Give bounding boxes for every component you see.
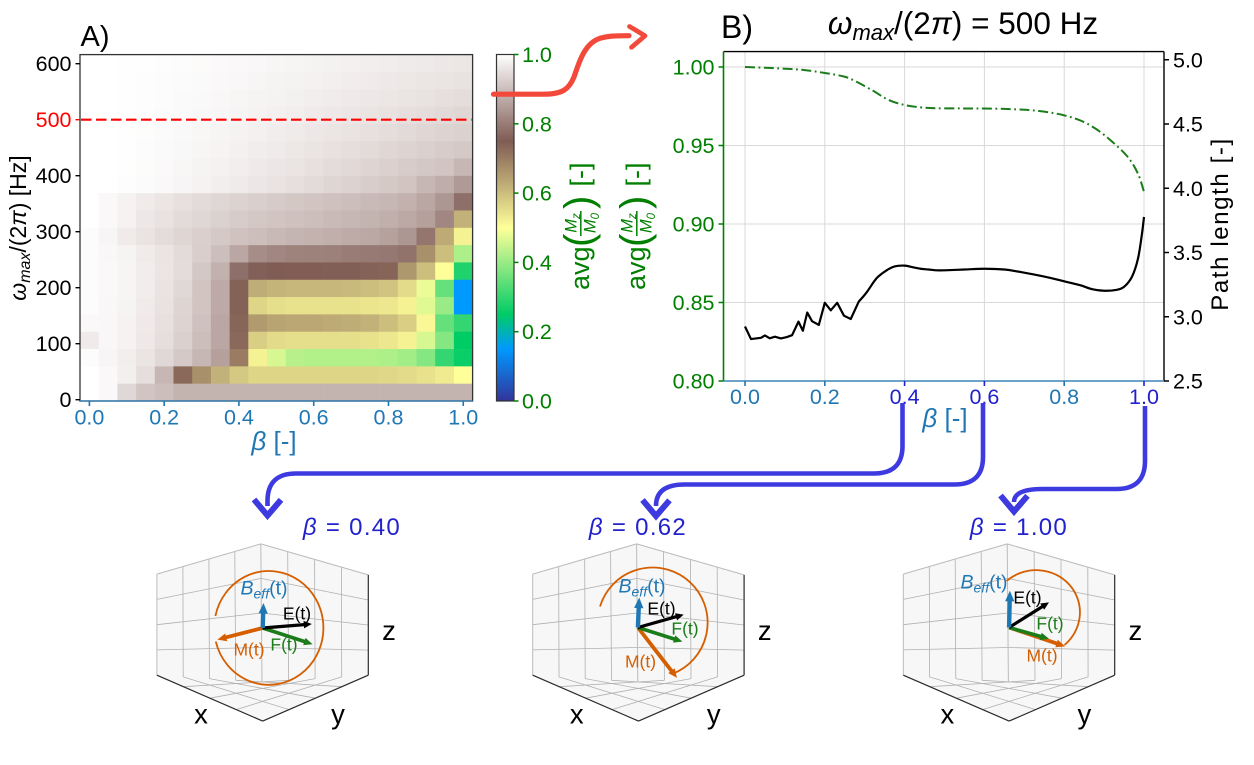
- svg-text:): ): [557, 196, 601, 209]
- svg-text:0.95: 0.95: [673, 134, 715, 158]
- svg-text:x: x: [570, 699, 584, 730]
- svg-text:3.5: 3.5: [1173, 241, 1203, 265]
- svg-text:0.8: 0.8: [374, 406, 404, 430]
- svg-text:[-]: [-]: [621, 163, 651, 195]
- svg-text:2.5: 2.5: [1173, 370, 1203, 394]
- svg-text:z: z: [1129, 615, 1143, 646]
- svg-text:400: 400: [36, 164, 72, 188]
- svg-text:600: 600: [36, 52, 72, 76]
- svg-text:E(t): E(t): [647, 599, 675, 619]
- svg-text:200: 200: [36, 276, 72, 300]
- svg-text:(: (: [557, 233, 601, 247]
- svg-text:z: z: [758, 615, 772, 646]
- svg-text:0.8: 0.8: [522, 112, 552, 136]
- svg-text:): ): [613, 196, 657, 209]
- svg-text:3.0: 3.0: [1173, 305, 1203, 329]
- svg-text:1.0: 1.0: [522, 43, 552, 67]
- svg-text:1.0: 1.0: [1129, 385, 1159, 409]
- svg-text:β [-]: β [-]: [250, 426, 296, 456]
- svg-text:Path length [-]: Path length [-]: [1207, 137, 1234, 310]
- svg-text:M(t): M(t): [233, 640, 264, 660]
- svg-text:M(t): M(t): [625, 652, 656, 672]
- svg-text:B): B): [721, 9, 753, 45]
- svg-text:300: 300: [36, 220, 72, 244]
- svg-text:β = 0.62: β = 0.62: [588, 514, 687, 541]
- svg-text:y: y: [331, 699, 345, 730]
- svg-text:E(t): E(t): [1013, 588, 1041, 608]
- svg-text:z: z: [382, 615, 396, 646]
- svg-text:(: (: [613, 233, 657, 247]
- svg-text:E(t): E(t): [283, 604, 311, 624]
- svg-text:4.5: 4.5: [1173, 113, 1203, 137]
- svg-text:0.4: 0.4: [224, 406, 254, 430]
- svg-text:100: 100: [36, 332, 72, 356]
- svg-text:0.6: 0.6: [522, 182, 552, 206]
- svg-text:β [-]: β [-]: [921, 403, 967, 433]
- svg-text:0.6: 0.6: [299, 406, 329, 430]
- svg-text:0.0: 0.0: [522, 390, 552, 414]
- svg-text:A): A): [81, 21, 110, 53]
- svg-text:F(t): F(t): [671, 619, 698, 639]
- svg-text:0.0: 0.0: [730, 385, 760, 409]
- svg-text:F(t): F(t): [1036, 614, 1063, 634]
- svg-text:0.2: 0.2: [810, 385, 840, 409]
- svg-text:x: x: [194, 699, 208, 730]
- svg-text:0.2: 0.2: [149, 406, 179, 430]
- svg-text:y: y: [1078, 699, 1092, 730]
- svg-text:0.2: 0.2: [522, 320, 552, 344]
- svg-text:0.8: 0.8: [1049, 385, 1079, 409]
- svg-text:β = 1.00: β = 1.00: [969, 514, 1068, 541]
- svg-text:[-]: [-]: [565, 163, 595, 195]
- svg-text:0.85: 0.85: [673, 291, 715, 315]
- svg-text:y: y: [707, 699, 721, 730]
- svg-text:0.4: 0.4: [522, 251, 552, 275]
- svg-text:avg: avg: [565, 246, 595, 290]
- svg-text:F(t): F(t): [270, 635, 297, 655]
- svg-text:4.0: 4.0: [1173, 177, 1203, 201]
- svg-text:1.00: 1.00: [673, 56, 715, 80]
- svg-text:5.0: 5.0: [1173, 48, 1203, 72]
- svg-text:M(t): M(t): [1026, 646, 1057, 666]
- svg-text:β = 0.40: β = 0.40: [302, 514, 401, 541]
- svg-text:0.0: 0.0: [74, 406, 104, 430]
- svg-text:1.0: 1.0: [448, 406, 478, 430]
- svg-text:0: 0: [60, 388, 72, 412]
- svg-text:x: x: [941, 699, 955, 730]
- svg-text:avg: avg: [621, 246, 651, 290]
- svg-text:0.90: 0.90: [673, 213, 715, 237]
- svg-text:0.80: 0.80: [673, 370, 715, 394]
- svg-text:500: 500: [36, 108, 72, 132]
